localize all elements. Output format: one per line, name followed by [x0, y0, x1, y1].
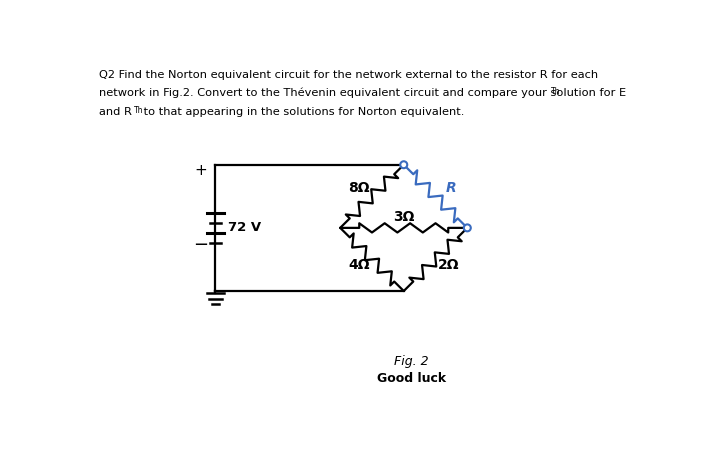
- Text: 72 V: 72 V: [228, 221, 261, 234]
- Text: 2Ω: 2Ω: [438, 258, 459, 272]
- Text: network in Fig.2. Convert to the Thévenin equivalent circuit and compare your so: network in Fig.2. Convert to the Théveni…: [99, 88, 626, 98]
- Text: Good luck: Good luck: [377, 372, 446, 385]
- Text: 4Ω: 4Ω: [348, 258, 370, 272]
- Text: Fig. 2: Fig. 2: [394, 355, 429, 367]
- Text: Q2 Find the Norton equivalent circuit for the network external to the resistor R: Q2 Find the Norton equivalent circuit fo…: [99, 70, 598, 80]
- Text: and R: and R: [99, 107, 132, 117]
- Circle shape: [464, 224, 471, 231]
- Text: R: R: [446, 182, 457, 196]
- Circle shape: [400, 161, 407, 168]
- Text: 3Ω: 3Ω: [393, 210, 414, 224]
- Text: 8Ω: 8Ω: [348, 182, 370, 196]
- Text: +: +: [194, 162, 207, 178]
- Text: Th: Th: [551, 87, 560, 96]
- Text: Th: Th: [134, 106, 144, 115]
- Text: to that appearing in the solutions for Norton equivalent.: to that appearing in the solutions for N…: [140, 107, 464, 117]
- Text: −: −: [193, 236, 209, 254]
